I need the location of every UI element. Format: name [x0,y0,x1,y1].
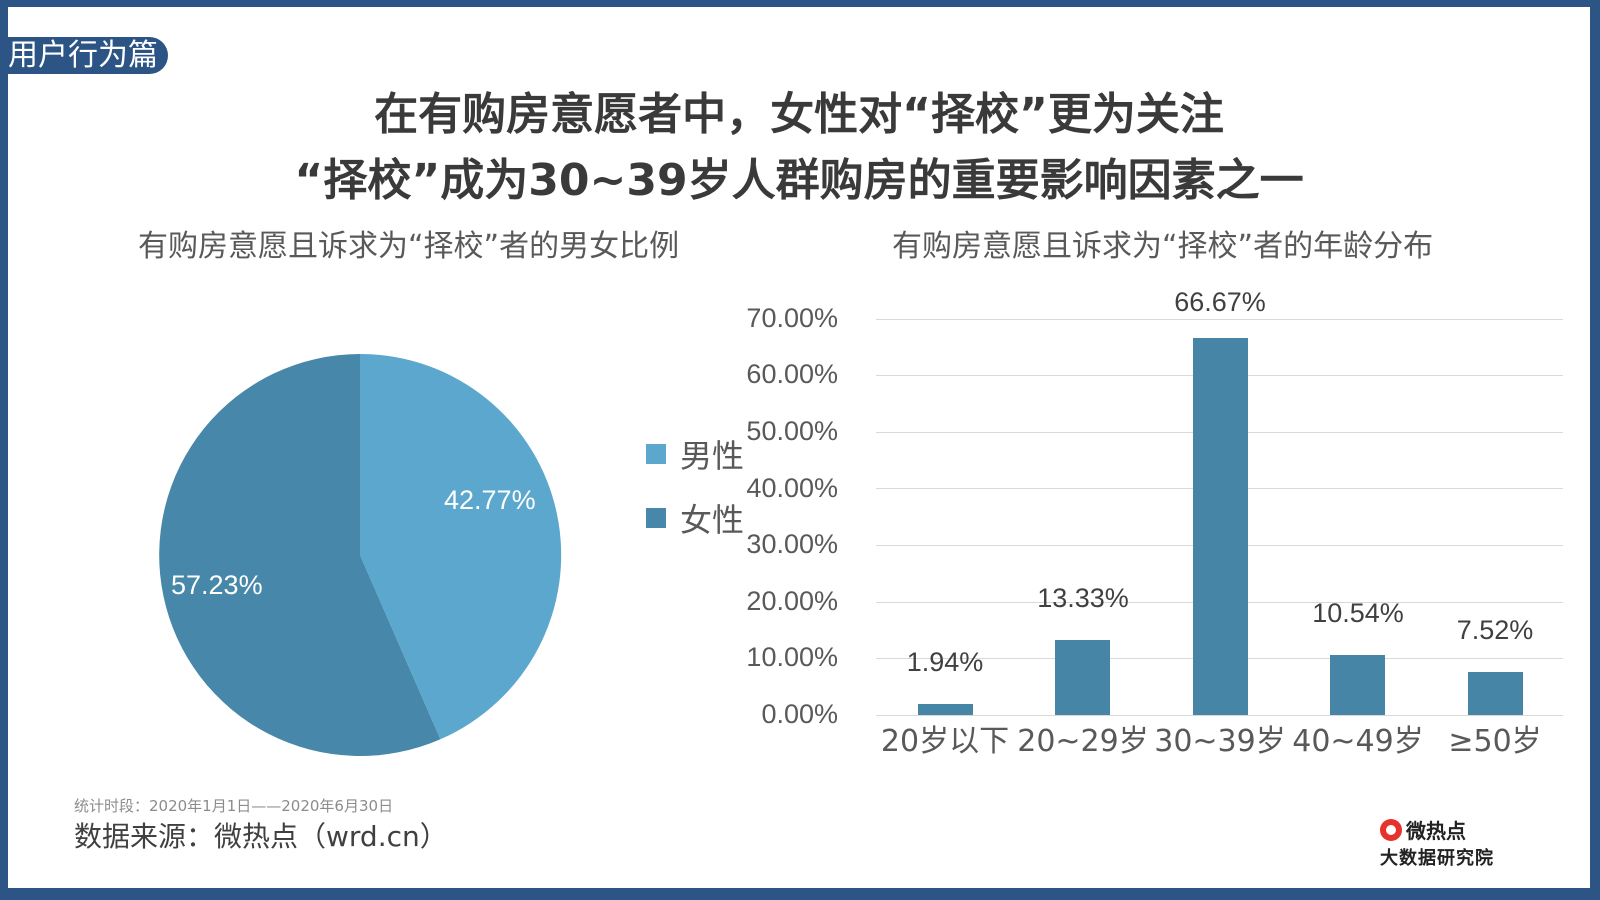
section-tag: 用户行为篇 [8,37,168,74]
y-tick-0: 0.00% [761,699,838,729]
x-label-under-20: 20岁以下 [880,724,1010,759]
bar-value-20-29: 13.33% [1037,583,1129,613]
page-title-line-1: 在有购房意愿者中，女性对“择校”更为关注 [374,89,1224,140]
bar-value-40-49: 10.54% [1312,598,1404,628]
bar-under-20 [918,704,973,715]
bar-value-under-20: 1.94% [906,647,984,677]
legend-item-male: 男性 [646,422,744,486]
pie-chart-title: 有购房意愿且诉求为“择校”者的男女比例 [138,229,680,264]
x-label-50-plus: ≥50岁 [1448,724,1542,759]
x-label-30-39: 30~39岁 [1154,724,1286,759]
bar-chart-title: 有购房意愿且诉求为“择校”者的年龄分布 [892,229,1434,264]
eye-logo-icon [1380,818,1402,841]
legend-item-female: 女性 [646,486,744,550]
logo-top-row: 微热点 [1380,815,1530,844]
x-label-20-29: 20~29岁 [1017,724,1149,759]
y-tick-10: 10.00% [746,642,838,672]
y-tick-40: 40.00% [746,473,838,503]
y-tick-60: 60.00% [746,359,838,389]
statistics-period: 统计时段：2020年1月1日——2020年6月30日 [74,797,394,815]
x-label-40-49: 40~49岁 [1292,724,1424,759]
bar-20-29 [1055,640,1110,715]
pie-slice-female [159,354,441,756]
pie-legend: 男性 女性 [646,422,744,550]
slide-panel: 用户行为篇 在有购房意愿者中，女性对“择校”更为关注 “择校”成为30~39岁人… [8,7,1590,888]
legend-label-male: 男性 [680,437,745,475]
pie-label-male: 42.77% [444,485,536,515]
y-tick-20: 20.00% [746,586,838,616]
bar-30-39 [1193,338,1248,715]
bar-value-50-plus: 7.52% [1456,615,1534,645]
gridline-70 [876,319,1563,320]
bar-50-plus [1468,672,1523,715]
pie-chart [159,353,562,756]
logo-subtitle-text: 大数据研究院 [1380,848,1494,869]
legend-swatch-male [646,444,666,464]
gridline-0 [876,715,1563,716]
bar-value-30-39: 66.67% [1174,287,1266,317]
data-source: 数据来源：微热点（wrd.cn） [74,820,448,853]
legend-label-female: 女性 [680,501,745,539]
logo-brand-text: 微热点 [1406,819,1466,843]
pie-slice-male [360,353,562,740]
pie-label-female: 57.23% [171,570,263,600]
bar-40-49 [1330,655,1385,715]
legend-swatch-female [646,508,666,528]
y-tick-30: 30.00% [746,529,838,559]
weiredian-logo: 微热点 大数据研究院 [1380,815,1530,869]
y-tick-50: 50.00% [746,416,838,446]
y-tick-70: 70.00% [746,303,838,333]
page-title-line-2: “择校”成为30~39岁人群购房的重要影响因素之一 [294,155,1304,206]
